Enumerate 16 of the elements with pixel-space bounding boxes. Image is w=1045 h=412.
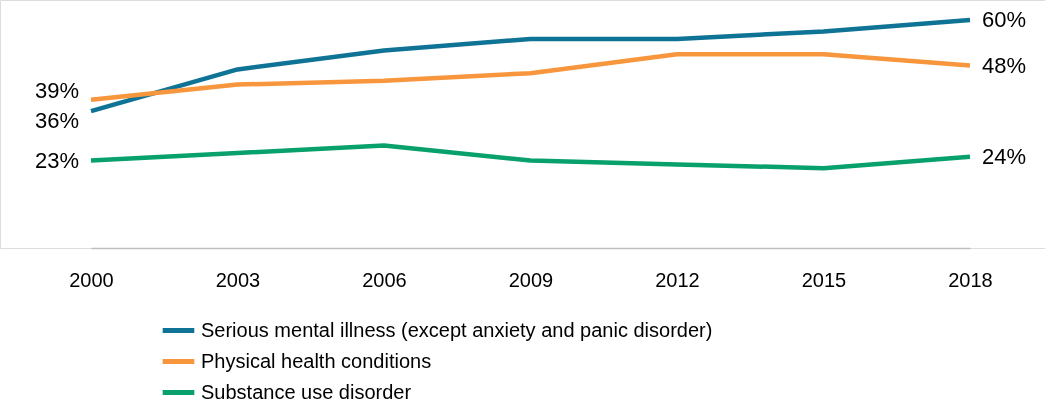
- legend-label: Substance use disorder: [201, 380, 412, 403]
- legend-label: Serious mental illness (except anxiety and panic disorder): [201, 318, 713, 341]
- legend-label: Physical health conditions: [201, 349, 432, 372]
- x-tick-label: 2003: [215, 268, 261, 291]
- data-label: 36%: [34, 107, 79, 133]
- x-tick-label: 2006: [362, 268, 407, 291]
- data-label: 39%: [34, 77, 79, 103]
- x-tick-label: 2000: [69, 268, 114, 291]
- x-tick-label: 2009: [508, 268, 554, 291]
- x-tick-label: 2015: [801, 268, 847, 291]
- data-label: 60%: [982, 7, 1027, 32]
- data-label: 23%: [34, 147, 79, 173]
- x-tick-label: 2018: [948, 268, 993, 291]
- data-label: 24%: [982, 143, 1027, 169]
- data-label: 48%: [982, 52, 1027, 78]
- x-tick-label: 2012: [655, 268, 700, 291]
